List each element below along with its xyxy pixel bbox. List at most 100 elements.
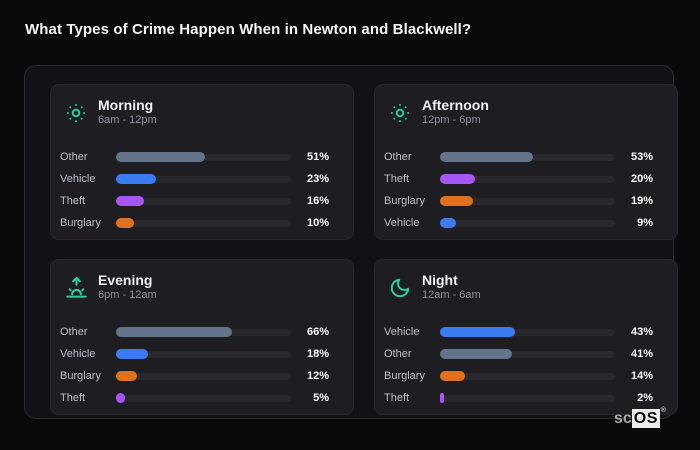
- moon-icon: [386, 274, 414, 302]
- bar-value: 18%: [306, 348, 329, 360]
- bar-track: [440, 393, 615, 403]
- bar-row: Theft 5%: [51, 387, 353, 409]
- bar-track: [440, 152, 615, 162]
- bar-label: Other: [60, 326, 88, 338]
- bar-label: Theft: [60, 392, 86, 404]
- bar-row: Vehicle 23%: [51, 168, 353, 190]
- bar-label: Burglary: [384, 195, 425, 207]
- bar-row: Theft 16%: [51, 190, 353, 212]
- bar-row: Theft 20%: [375, 168, 677, 190]
- card-title: Afternoon: [422, 97, 489, 113]
- card-header: Evening 6pm - 12am: [51, 260, 353, 302]
- bar-row: Burglary 12%: [51, 365, 353, 387]
- card-time-range: 12pm - 6pm: [422, 114, 481, 126]
- bar-track: [116, 174, 291, 184]
- card-morning: Morning 6am - 12pm Other 51% Vehicle 23%…: [50, 84, 354, 240]
- bar-fill: [116, 393, 125, 403]
- bar-label: Other: [60, 151, 88, 163]
- card-title-block: Night 12am - 6am: [422, 273, 481, 302]
- bar-track: [116, 393, 291, 403]
- bar-label: Theft: [60, 195, 86, 207]
- bar-row: Vehicle 18%: [51, 343, 353, 365]
- bar-track: [116, 327, 291, 337]
- bar-fill: [116, 152, 206, 162]
- card-afternoon: Afternoon 12pm - 6pm Other 53% Theft 20%…: [374, 84, 678, 240]
- card-title: Morning: [98, 97, 154, 113]
- card-header: Morning 6am - 12pm: [51, 85, 353, 127]
- bar-value: 2%: [637, 392, 653, 404]
- bar-label: Vehicle: [60, 348, 96, 360]
- bar-track: [116, 152, 291, 162]
- bar-label: Theft: [384, 392, 410, 404]
- bar-track: [116, 218, 291, 228]
- bar-fill: [440, 393, 444, 403]
- card-night: Night 12am - 6am Vehicle 43% Other 41% B…: [374, 259, 678, 415]
- bar-chart: Vehicle 43% Other 41% Burglary 14% Theft…: [375, 321, 677, 409]
- bar-fill: [116, 218, 134, 228]
- bar-label: Theft: [384, 173, 410, 185]
- bar-chart: Other 51% Vehicle 23% Theft 16% Burglary…: [51, 146, 353, 234]
- bar-value: 20%: [630, 173, 653, 185]
- bar-value: 10%: [306, 217, 329, 229]
- bar-track: [440, 327, 615, 337]
- bar-track: [116, 349, 291, 359]
- bar-label: Vehicle: [60, 173, 96, 185]
- bar-chart: Other 66% Vehicle 18% Burglary 12% Theft…: [51, 321, 353, 409]
- bar-fill: [116, 349, 148, 359]
- sun-icon: [62, 99, 90, 127]
- bar-value: 14%: [630, 370, 653, 382]
- bar-label: Burglary: [384, 370, 425, 382]
- card-evening: Evening 6pm - 12am Other 66% Vehicle 18%…: [50, 259, 354, 415]
- bar-fill: [116, 371, 137, 381]
- card-title-block: Afternoon 12pm - 6pm: [422, 98, 489, 127]
- card-title-block: Evening 6pm - 12am: [98, 273, 157, 302]
- bar-label: Other: [384, 151, 412, 163]
- bar-row: Burglary 10%: [51, 212, 353, 234]
- card-time-range: 12am - 6am: [422, 289, 481, 301]
- bar-row: Burglary 19%: [375, 190, 677, 212]
- bar-label: Burglary: [60, 370, 101, 382]
- bar-value: 43%: [630, 326, 653, 338]
- bar-label: Vehicle: [384, 326, 420, 338]
- watermark-brand: OS: [631, 409, 660, 428]
- bar-row: Theft 2%: [375, 387, 677, 409]
- bar-fill: [440, 327, 516, 337]
- card-title: Night: [422, 272, 458, 288]
- sunrise-icon: [62, 274, 90, 302]
- bar-value: 16%: [306, 195, 329, 207]
- card-title-block: Morning 6am - 12pm: [98, 98, 157, 127]
- bar-track: [116, 196, 291, 206]
- bar-fill: [440, 371, 465, 381]
- registered-mark-icon: ®: [660, 407, 667, 414]
- bar-row: Other 41%: [375, 343, 677, 365]
- bar-value: 23%: [306, 173, 329, 185]
- watermark-scos: sc OS ®: [614, 407, 667, 428]
- bar-label: Vehicle: [384, 217, 420, 229]
- card-title: Evening: [98, 272, 153, 288]
- card-time-range: 6pm - 12am: [98, 289, 157, 301]
- bar-row: Vehicle 9%: [375, 212, 677, 234]
- bar-row: Burglary 14%: [375, 365, 677, 387]
- bar-fill: [440, 174, 475, 184]
- bar-value: 19%: [630, 195, 653, 207]
- page-title: What Types of Crime Happen When in Newto…: [25, 21, 472, 38]
- bar-fill: [116, 196, 144, 206]
- bar-track: [440, 371, 615, 381]
- bar-row: Other 53%: [375, 146, 677, 168]
- bar-value: 5%: [313, 392, 329, 404]
- bar-value: 51%: [306, 151, 329, 163]
- bar-label: Other: [384, 348, 412, 360]
- card-header: Afternoon 12pm - 6pm: [375, 85, 677, 127]
- watermark-prefix: sc: [614, 410, 632, 427]
- bar-track: [440, 218, 615, 228]
- bar-fill: [440, 196, 474, 206]
- bar-row: Vehicle 43%: [375, 321, 677, 343]
- bar-value: 53%: [630, 151, 653, 163]
- card-time-range: 6am - 12pm: [98, 114, 157, 126]
- bar-fill: [116, 327, 232, 337]
- bar-fill: [440, 218, 456, 228]
- bar-fill: [116, 174, 157, 184]
- bar-track: [440, 196, 615, 206]
- bar-track: [440, 349, 615, 359]
- bar-value: 12%: [306, 370, 329, 382]
